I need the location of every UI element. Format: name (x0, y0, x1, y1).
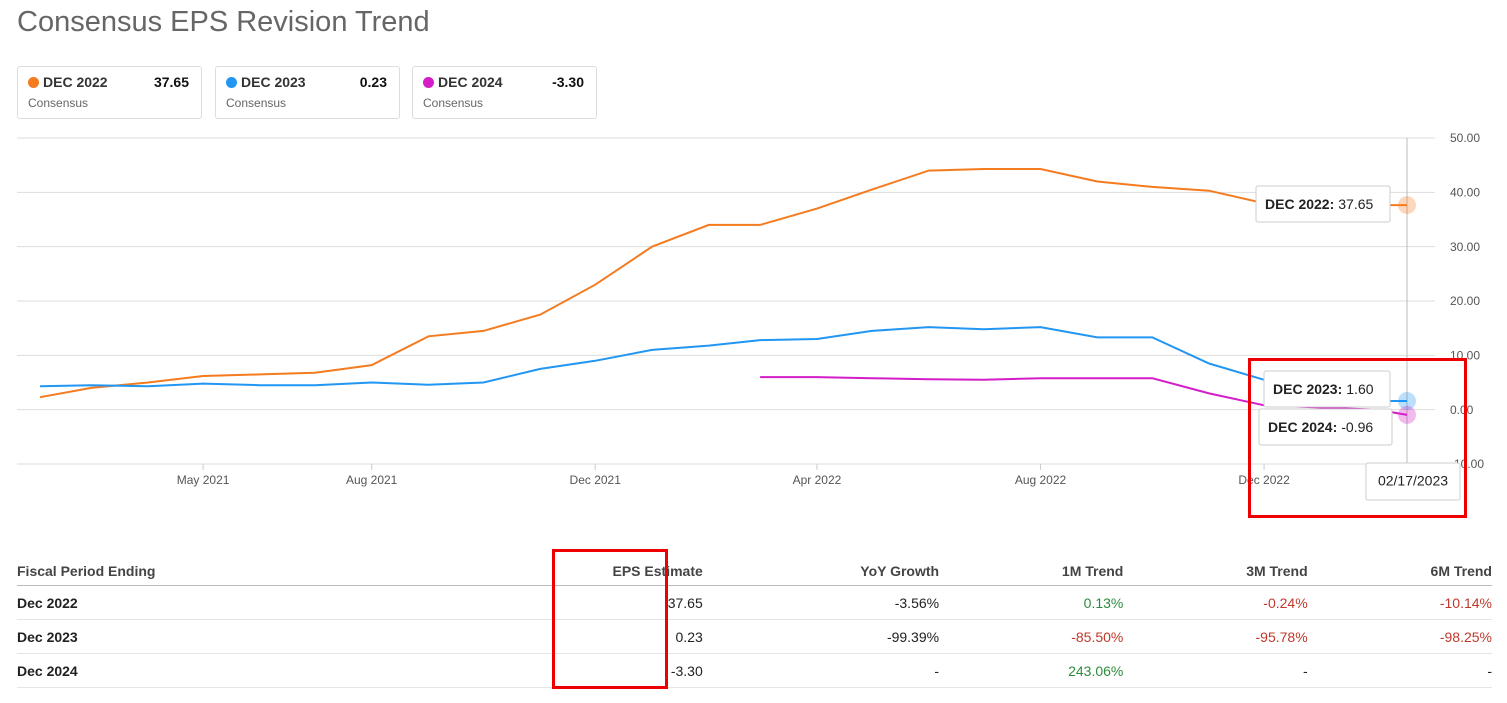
tooltip-value: 1.60 (1346, 381, 1373, 397)
table-cell: Dec 2024 (17, 653, 433, 688)
tooltip-name: DEC 2023: (1273, 381, 1342, 397)
table-cell: -3.56% (702, 585, 940, 620)
x-tick-label: Aug 2021 (346, 473, 398, 487)
end-marker (1398, 391, 1416, 410)
end-marker (1398, 405, 1416, 424)
column-header: Fiscal Period Ending (17, 556, 433, 586)
table-cell: -95.78% (1123, 619, 1308, 654)
card-value: -3.30 (552, 74, 584, 90)
column-header: 6M Trend (1307, 556, 1492, 586)
eps-table: Fiscal Period Ending EPS Estimate YoY Grow… (17, 556, 1492, 688)
x-tick-label: Aug 2022 (1015, 473, 1067, 487)
tooltip-value: -0.96 (1341, 419, 1373, 435)
legend-label: DEC 2023 (241, 74, 306, 90)
y-tick-label: 30.00 (1450, 240, 1480, 254)
column-header: 1M Trend (939, 556, 1124, 586)
y-tick-label: 20.00 (1450, 294, 1480, 308)
table-cell: - (1123, 653, 1308, 688)
tooltip-box (1255, 185, 1391, 223)
tooltip-text: DEC 2024: -0.96 (1268, 419, 1373, 435)
y-tick-label: 0.00 (1450, 403, 1474, 417)
tooltip-name: DEC 2022: (1265, 196, 1334, 212)
x-tick-label: May 2021 (177, 473, 230, 487)
x-tick-label: Apr 2022 (793, 473, 842, 487)
table-cell: -99.39% (702, 619, 940, 654)
x-tick-label: Dec 2022 (1238, 473, 1290, 487)
column-header: 3M Trend (1123, 556, 1308, 586)
tooltip: DEC 2022: 37.65 (1255, 185, 1391, 223)
card-subtitle: Consensus (423, 96, 484, 110)
y-tick-label: 40.00 (1450, 186, 1480, 200)
tooltip-text: DEC 2023: 1.60 (1273, 381, 1374, 397)
x-tick-label: Dec 2021 (570, 473, 622, 487)
legend-label: DEC 2024 (438, 74, 503, 90)
legend-card: DEC 2022 37.65 Consensus (17, 66, 202, 119)
table-cell: -85.50% (939, 619, 1124, 654)
legend-label: DEC 2022 (43, 74, 108, 90)
series-line (39, 168, 1407, 399)
card-value: 37.65 (153, 74, 189, 90)
tooltip-name: DEC 2024: (1268, 419, 1337, 435)
table-cell: 243.06% (939, 653, 1124, 688)
table-cell: 0.13% (939, 585, 1124, 620)
tooltip: DEC 2024: -0.96 (1258, 408, 1393, 446)
highlight-box (1248, 358, 1467, 518)
legend-swatch (226, 77, 237, 88)
page-title: Consensus EPS Revision Trend (17, 6, 430, 38)
table-cell: -3.30 (432, 653, 703, 688)
table-cell: - (1307, 653, 1492, 688)
card-subtitle: Consensus (28, 96, 89, 110)
table-cell: Dec 2022 (17, 585, 433, 620)
legend-card: DEC 2024 -3.30 Consensus (412, 66, 597, 119)
end-marker (1398, 196, 1416, 215)
tooltip-box (1258, 408, 1393, 446)
table-row: Dec 2024 -3.30-243.06% - - (17, 653, 1492, 688)
table-cell: 37.65 (432, 585, 703, 620)
tooltip-text: DEC 2022: 37.65 (1265, 196, 1374, 212)
table-cell: Dec 2023 (17, 619, 433, 654)
tooltip: DEC 2023: 1.60 (1263, 370, 1391, 408)
date-box (1365, 462, 1461, 501)
legend-card: DEC 2023 0.23 Consensus (215, 66, 400, 119)
table-row: Dec 2023 0.23 -99.39% -85.50% -95.78% -98.25% (17, 619, 1492, 654)
y-tick-label: 50.00 (1450, 131, 1480, 145)
series-line (39, 326, 1407, 402)
table-cell: -0.24% (1123, 585, 1308, 620)
table-row: Dec 2022 37.65 -3.56% 0.13% -0.24% -10.14% (17, 585, 1492, 620)
tooltip-box (1263, 370, 1391, 408)
highlight-box (552, 549, 668, 689)
column-header: YoY Growth (702, 556, 940, 586)
table-cell: - (702, 653, 940, 688)
table-cell: 0.23 (432, 619, 703, 654)
table-body: Dec 2022 37.65 -3.56% 0.13% -0.24% -10.14% Dec… (17, 585, 1492, 688)
column-header: EPS Estimate (432, 556, 703, 586)
date-tooltip: 02/17/2023 (1365, 462, 1461, 501)
date-label: 02/17/2023 (1378, 473, 1448, 489)
legend-swatch (28, 77, 39, 88)
card-value: 0.23 (359, 74, 387, 90)
table-header: Fiscal Period Ending EPS Estimate YoY Grow… (17, 556, 1492, 586)
legend-swatch (423, 77, 434, 88)
table-cell: -98.25% (1307, 619, 1492, 654)
table-cell: -10.14% (1307, 585, 1492, 620)
card-subtitle: Consensus (226, 96, 287, 110)
tooltip-value: 37.65 (1338, 196, 1373, 212)
